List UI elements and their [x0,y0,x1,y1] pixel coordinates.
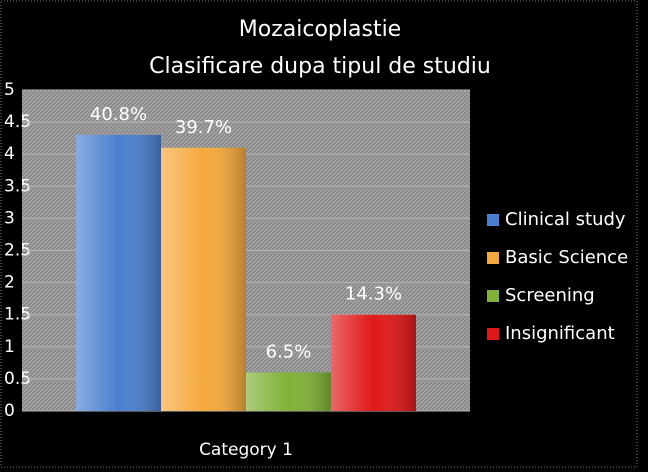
y-tick-label: 2 [4,273,15,293]
legend-swatch [487,252,499,264]
legend-label: Clinical study [505,209,626,230]
legend-swatch [487,214,499,226]
legend-label: Insignificant [505,323,615,344]
value-label: 14.3% [345,284,402,305]
y-tick-label: 2.5 [4,241,31,261]
y-tick-label: 1 [4,337,15,357]
x-tick-label: Category 1 [199,440,293,460]
bar-shine [76,134,161,411]
y-tick-label: 5 [4,80,15,100]
y-tick-label: 4.5 [4,112,31,132]
legend-swatch [487,328,499,340]
chart-title: Mozaicoplastie [239,17,401,42]
y-tick-label: 4 [4,144,15,164]
legend-swatch [487,290,499,302]
value-label: 40.8% [90,104,147,125]
bar-shine [161,147,246,411]
y-tick-label: 0.5 [4,369,31,389]
y-tick-label: 3 [4,208,15,228]
legend-label: Basic Science [505,247,628,268]
chart-border [0,0,638,468]
legend-label: Screening [505,285,595,306]
bar-shine [246,372,331,411]
chart-subtitle: Clasificare dupa tipul de studiu [149,54,491,79]
y-tick-label: 1.5 [4,305,31,325]
value-label: 6.5% [266,341,312,362]
bar-shine [331,314,416,411]
y-tick-label: 0 [4,401,15,421]
y-tick-label: 3.5 [4,176,31,196]
value-label: 39.7% [175,117,232,138]
